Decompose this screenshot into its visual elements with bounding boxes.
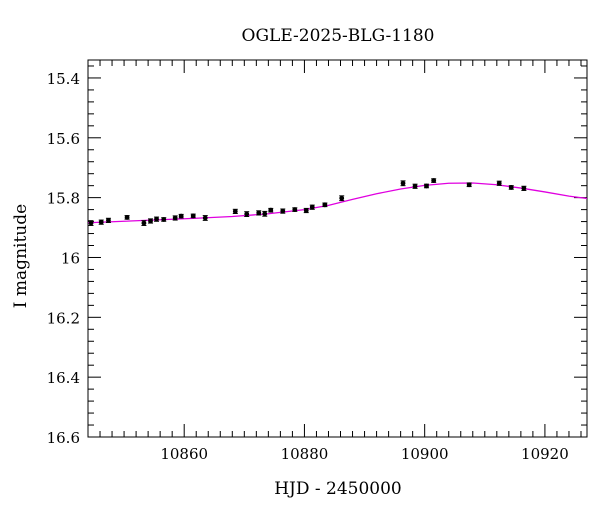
y-tick-label: 16.4 (47, 369, 80, 387)
data-point (412, 183, 418, 189)
data-point (178, 213, 184, 219)
y-axis-label: I magnitude (11, 204, 31, 308)
data-point (98, 219, 104, 225)
data-point (202, 215, 208, 221)
x-tick-label: 10880 (281, 445, 329, 463)
data-point (268, 207, 274, 213)
data-point (309, 204, 315, 210)
data-point (322, 202, 328, 208)
data-point (339, 195, 345, 201)
y-tick-label: 16.6 (47, 429, 80, 447)
x-tick-label: 10920 (521, 445, 569, 463)
y-tick-label: 15.6 (47, 130, 80, 148)
data-point (400, 180, 406, 186)
model-curve (87, 182, 588, 224)
data-point (466, 182, 472, 188)
y-tick-label: 16.2 (47, 309, 80, 327)
data-point (431, 178, 437, 183)
data-point (292, 207, 298, 213)
data-point (141, 220, 147, 226)
data-point (508, 185, 514, 190)
data-point (124, 214, 130, 220)
data-point (521, 185, 527, 191)
plot-area: 10860 10880 10900 10920 15.4 15.6 15.8 16 16.2 16… (47, 59, 588, 463)
chart-title: OGLE-2025-BLG-1180 (242, 26, 435, 46)
y-tick-label: 15.8 (47, 190, 80, 208)
data-point (280, 208, 286, 214)
y-tick-label: 15.4 (47, 70, 80, 88)
data-point (154, 216, 159, 222)
data-point (88, 220, 94, 226)
data-point (172, 215, 178, 221)
data-point (148, 218, 153, 224)
x-tick-label: 10900 (401, 445, 449, 463)
data-point (190, 213, 196, 219)
data-point (424, 183, 429, 189)
data-point (106, 217, 111, 223)
data-point (303, 208, 309, 213)
data-point (262, 211, 268, 217)
data-point (256, 210, 262, 216)
data-point (161, 217, 167, 222)
y-tick-label: 16 (61, 249, 80, 267)
x-tick-label: 10860 (160, 445, 208, 463)
data-point (244, 211, 250, 217)
plot-frame (87, 59, 588, 438)
data-point (496, 180, 502, 186)
x-axis-label: HJD - 2450000 (274, 479, 402, 499)
data-point (232, 208, 238, 214)
